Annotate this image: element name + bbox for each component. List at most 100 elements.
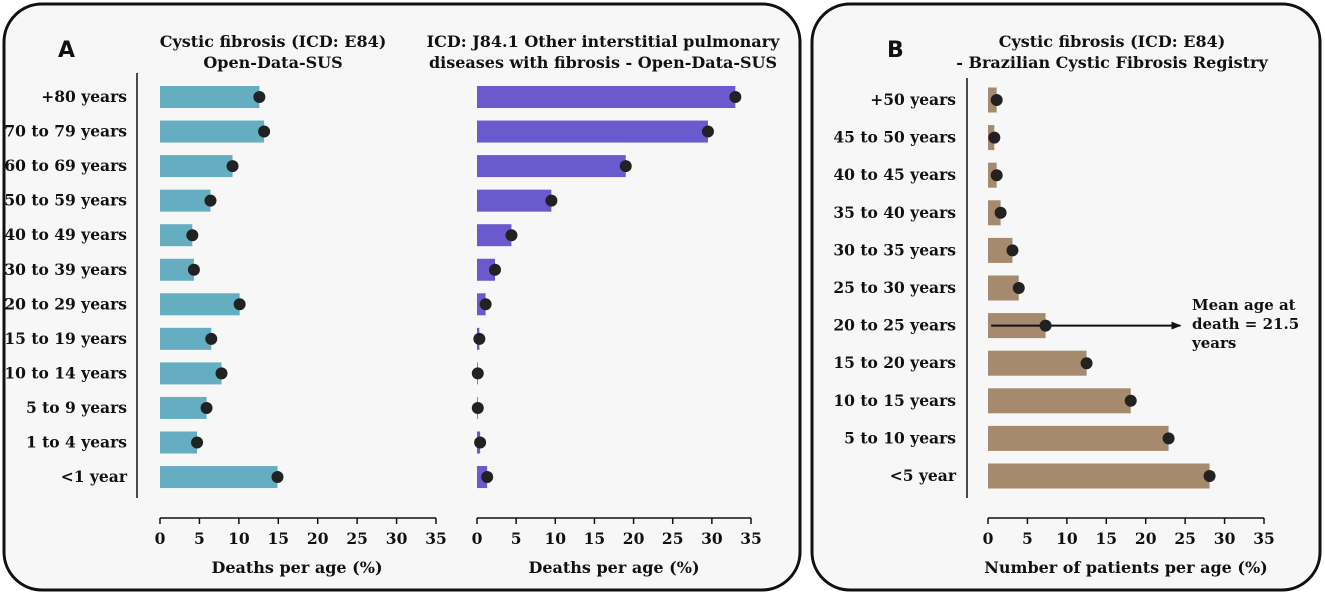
chart-1-point [205,332,218,345]
chart-1-y-tick-label: 20 to 29 years [4,294,127,313]
chart-1-point [186,229,199,242]
chart-2-x-tick-label: 15 [584,529,606,548]
chart-1-points [186,91,284,484]
chart-1-x-label: Deaths per age (%) [211,558,382,577]
chart-3-y-tick-label: 30 to 35 years [833,240,956,259]
chart-3-y-tick-labels: +50 years 45 to 50 years 40 to 45 years 35 … [833,90,956,485]
chart-2-point [619,160,632,173]
chart-3-point [988,131,1001,144]
chart-1-point [187,263,200,276]
chart-3-x-label: Number of patients per age (%) [984,558,1268,577]
chart-1-bar [160,327,212,350]
chart-1-x-tick-label: 10 [228,529,250,548]
chart-2-point [489,263,502,276]
chart-2-bar [477,224,512,247]
chart-3-bar [988,425,1169,451]
chart-2-bar [477,155,626,178]
chart-2-point [729,91,742,103]
chart-1-y-tick-label: 40 to 49 years [4,225,127,244]
chart-1-point [215,367,228,380]
chart-3-y-tick-label: 10 to 15 years [833,391,956,410]
chart-3-point [990,169,1003,182]
chart-3-points [988,94,1216,482]
chart-3-point [1162,432,1175,445]
chart-3-point [1080,357,1093,370]
chart-3-y-tick-label: 45 to 50 years [833,128,956,147]
chart-3-point [1012,282,1025,294]
chart-2-bar [477,189,552,212]
chart-1-x-tick-label: 15 [267,529,289,548]
chart-3-y-tick-label: 15 to 20 years [833,353,956,372]
chart-2-point [471,367,484,380]
chart-2-x-ticks: 0 5 10 15 20 25 30 35 [472,518,762,548]
chart-1-y-tick-label: 15 to 19 years [4,329,127,348]
chart-1-bar [160,189,211,212]
chart-1-y-tick-label: 30 to 39 years [4,260,127,279]
chart-1-y-tick-label: 70 to 79 years [4,122,127,141]
chart-3-y-tick-label: 20 to 25 years [833,316,956,335]
chart-3-title-line-2: - Brazilian Cystic Fibrosis Registry [956,53,1268,72]
chart-2-title-line-1: ICD: J84.1 Other interstitial pulmonary [427,32,780,51]
chart-2-point [474,436,487,449]
chart-1-x-tick-label: 20 [307,529,329,548]
chart-2-bar [477,258,496,281]
chart-3-x-tick-label: 0 [983,529,994,548]
chart-1-y-tick-labels: +80 years 70 to 79 years 60 to 69 years 50 … [4,87,127,486]
chart-2-point [479,298,492,311]
chart-1-title-line-1: Cystic fibrosis (ICD: E84) [160,32,387,51]
chart-1-point [200,401,213,414]
chart-2-bars [477,86,736,489]
chart-1-x-tick-label: 0 [155,529,166,548]
chart-3-x-tick-label: 30 [1214,529,1236,548]
mean-age-annotation-line-2: death = 21.5 [1192,315,1299,333]
chart-1-bar [160,224,193,247]
chart-1-point [191,436,204,449]
chart-3-point [1039,319,1052,332]
chart-3-point [1006,244,1019,257]
chart-1-point [258,125,271,138]
chart-3-bar [988,388,1131,414]
chart-2-points [471,91,742,484]
chart-3-y-tick-label: +50 years [870,90,956,109]
chart-2-x-tick-label: 25 [662,529,684,548]
panel-letter-a: A [58,38,75,63]
chart-2-x-label: Deaths per age (%) [528,558,699,577]
chart-1-bar [160,362,222,385]
chart-3-point [1124,394,1137,407]
chart-2-x-tick-label: 5 [511,529,522,548]
chart-3-point [1203,470,1216,482]
panel-b-frame [810,2,1322,592]
chart-3-y-tick-label: 35 to 40 years [833,203,956,222]
chart-1-y-tick-label: 60 to 69 years [4,156,127,175]
chart-3-y-tick-label: 40 to 45 years [833,165,956,184]
chart-3-x-tick-label: 15 [1095,529,1117,548]
chart-2-x-tick-label: 35 [740,529,762,548]
chart-3-x-ticks: 0 5 10 15 20 25 30 35 [983,518,1275,548]
chart-1-x-tick-label: 35 [425,529,447,548]
chart-1-bar [160,466,278,489]
chart-2-x-tick-label: 10 [544,529,566,548]
chart-1-point [226,160,239,173]
chart-2-x-tick-label: 30 [701,529,723,548]
chart-1-point [204,194,217,207]
panel-a-frame [2,2,802,592]
chart-1-bar [160,155,233,178]
chart-1-point [233,298,246,311]
chart-1-title-line-2: Open-Data-SUS [203,53,342,72]
chart-2-x-tick-label: 20 [623,529,645,548]
chart-2-point [471,401,484,414]
chart-3-x-tick-label: 10 [1056,529,1078,548]
chart-1-point [271,471,284,484]
chart-3-x-tick-label: 35 [1253,529,1275,548]
mean-age-annotation-line-3: years [1191,334,1236,352]
chart-1-x-tick-label: 5 [194,529,205,548]
chart-1-bar [160,431,198,454]
chart-1-bar [160,293,240,316]
chart-2-point [473,332,486,345]
chart-3-x-tick-label: 20 [1135,529,1157,548]
chart-1-point [253,91,266,103]
chart-3-bar [988,463,1210,489]
chart-3-title-line-1: Cystic fibrosis (ICD: E84) [999,32,1226,51]
chart-1-x-ticks: 0 5 10 15 20 25 30 35 [155,518,447,548]
